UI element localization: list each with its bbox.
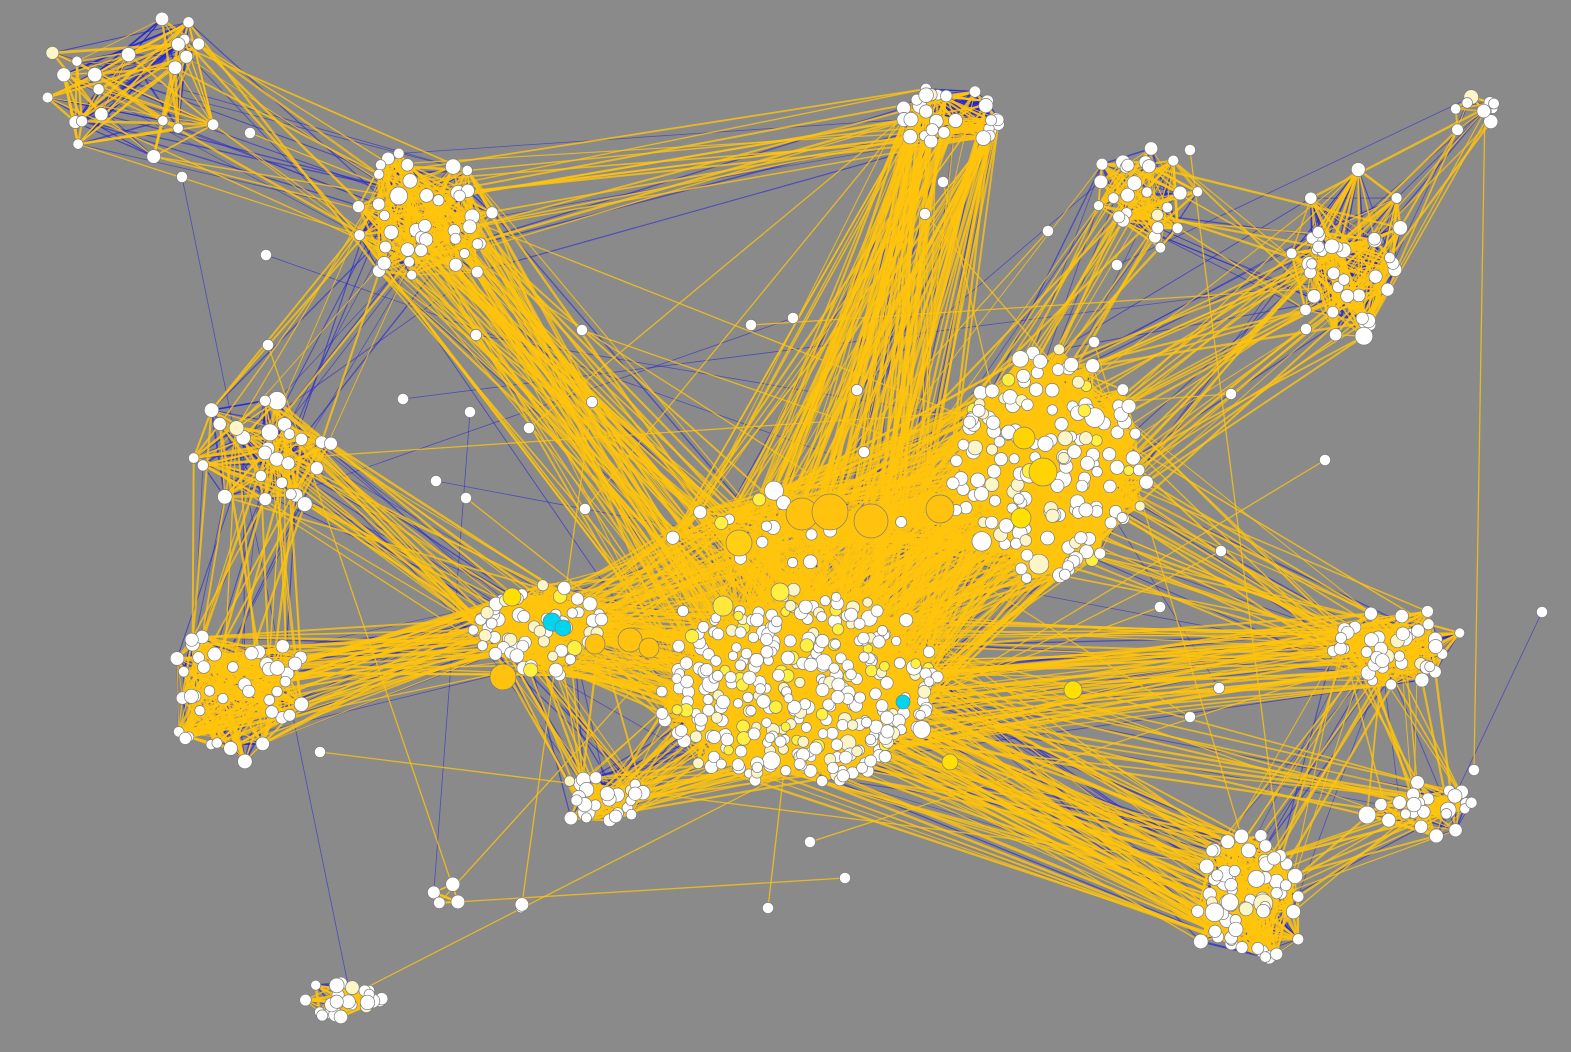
graph-edge [377, 158, 389, 205]
graph-edge [63, 74, 76, 123]
graph-edge [810, 770, 1219, 938]
graph-edge [47, 97, 214, 126]
graph-edge [411, 166, 454, 276]
graph-edge [424, 195, 461, 227]
graph-edge [127, 53, 214, 126]
graph-edge [190, 653, 216, 697]
graph-edge [62, 74, 84, 122]
graph-edge [1040, 197, 1312, 362]
graph-edge [1291, 169, 1359, 254]
graph-edge [63, 66, 176, 76]
graph-edge [77, 126, 179, 146]
graph-edge [52, 21, 189, 54]
graph-edge [208, 443, 332, 692]
graph-edge [52, 42, 179, 55]
graph-edge [81, 119, 214, 126]
graph-edge [63, 74, 102, 115]
graph-edge [160, 18, 180, 129]
graph-edge [47, 73, 96, 99]
graph-edge [192, 423, 221, 459]
graph-edge [128, 21, 189, 56]
graph-edge [76, 60, 176, 69]
graph-edge [211, 400, 266, 411]
graph-edge [192, 409, 213, 459]
graph-edge [398, 119, 905, 154]
graph-edge [191, 638, 268, 666]
graph-edge [63, 74, 410, 263]
graph-edge [495, 653, 644, 794]
graph-edge [181, 697, 219, 744]
graph-edge [77, 21, 190, 145]
graph-edge [98, 88, 399, 197]
graph-edge [47, 38, 185, 99]
graph-edge [94, 73, 164, 122]
graph-edge [181, 176, 353, 1005]
graph-edge [1068, 546, 1373, 682]
graph-edge [1447, 611, 1543, 811]
graph-edge [153, 123, 214, 158]
graph-edge [47, 55, 187, 99]
graph-edge [98, 43, 179, 90]
graph-edge [193, 447, 269, 460]
graph-edge [63, 74, 214, 126]
graph-edge [187, 22, 214, 125]
graph-edge [76, 18, 163, 62]
graph-edge [1116, 96, 1472, 266]
graph-edge [190, 652, 253, 698]
graph-edge [81, 88, 100, 122]
